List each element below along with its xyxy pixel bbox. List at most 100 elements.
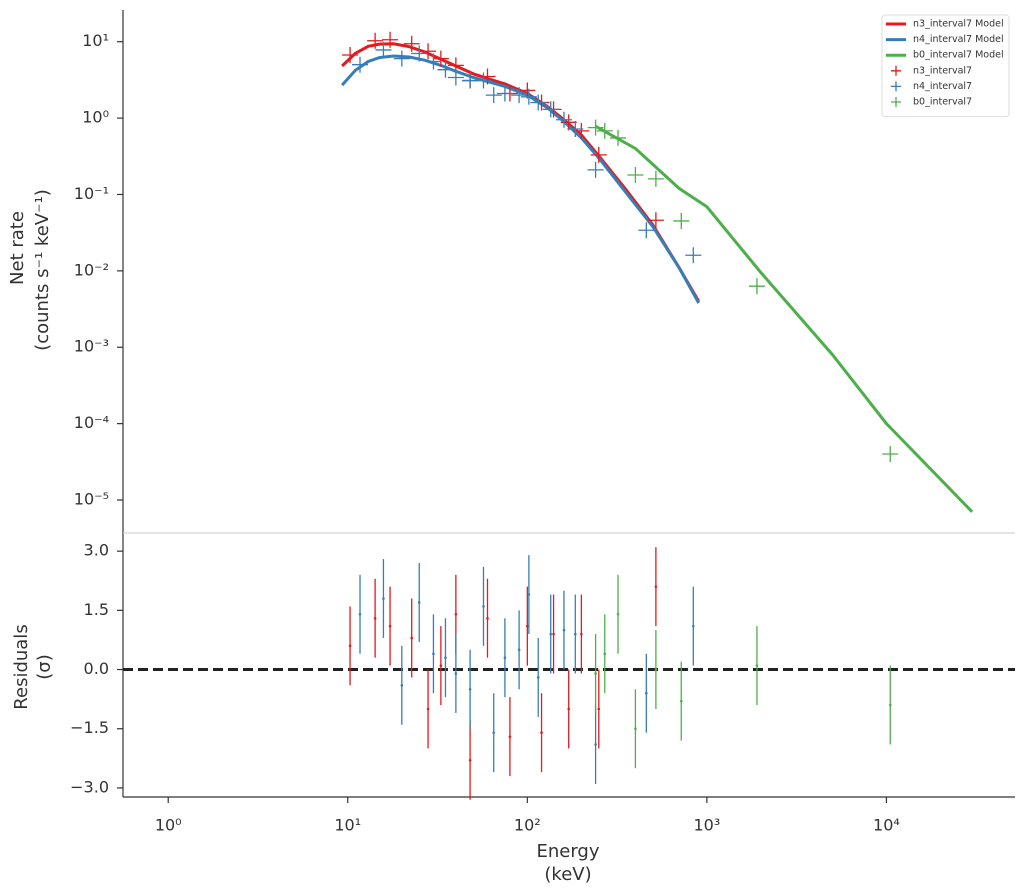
residual-point: [426, 707, 430, 711]
y-axis-label: Net rate: [7, 211, 28, 285]
data-point: [375, 41, 392, 58]
data-point: [425, 53, 442, 70]
residual-point: [508, 735, 512, 738]
data-point: [432, 50, 449, 67]
data-point: [748, 278, 765, 295]
data-point: [627, 166, 644, 183]
y-tick-label: 3.0: [84, 541, 109, 560]
model-line: [340, 54, 701, 304]
residual-point: [567, 707, 571, 711]
data-point: [590, 146, 607, 163]
model-line: [341, 42, 700, 303]
data-point: [475, 72, 492, 89]
residual-point: [454, 612, 458, 616]
residual-point: [888, 703, 892, 707]
legend-swatch: [891, 65, 901, 76]
residual-point: [388, 624, 392, 628]
residual-point: [444, 656, 447, 659]
data-point: [542, 101, 559, 118]
x-tick-label: 10³: [693, 816, 720, 835]
y-tick-label: 10⁻⁴: [74, 413, 109, 432]
data-point: [647, 212, 664, 229]
residual-point: [654, 668, 658, 671]
residual-point: [562, 628, 566, 632]
legend-label: n3_interval7 Model: [913, 19, 1004, 30]
y-tick-label: 1.5: [84, 600, 109, 619]
data-point: [511, 87, 528, 104]
x-axis-label: (keV): [544, 864, 591, 885]
data-point: [403, 35, 420, 52]
residual-point: [486, 616, 489, 620]
data-point: [382, 31, 399, 48]
residual-point: [654, 585, 658, 588]
residual-point: [417, 601, 421, 604]
residual-point: [348, 644, 352, 648]
model-line: [594, 124, 974, 513]
data-point: [520, 88, 537, 105]
residual-point: [594, 672, 597, 675]
residual-point: [540, 731, 543, 734]
x-tick-label: 10²: [514, 816, 541, 835]
legend-swatch: [891, 81, 901, 92]
residual-point: [526, 624, 529, 628]
residual-point: [634, 727, 637, 731]
data-point: [447, 69, 464, 86]
residual-point: [616, 612, 620, 616]
y-axis-label: (σ): [34, 654, 55, 679]
data-point: [411, 45, 428, 62]
legend-label: b0_interval7 Model: [913, 50, 1004, 61]
y-tick-label: 10⁻³: [74, 337, 109, 356]
x-tick-label: 10¹: [334, 816, 361, 835]
y-axis-label: Residuals: [11, 624, 32, 709]
data-point: [610, 129, 627, 146]
data-point: [420, 43, 437, 60]
data-point: [567, 120, 584, 137]
residual-point: [432, 652, 435, 656]
data-point: [882, 446, 899, 463]
data-point: [519, 82, 536, 99]
residual-point: [645, 691, 648, 695]
x-tick-label: 10⁴: [873, 816, 900, 835]
residual-point: [552, 632, 555, 636]
data-point: [555, 111, 572, 128]
data-point: [496, 85, 513, 102]
residual-point: [597, 707, 601, 711]
x-axis-label: Energy: [536, 841, 599, 862]
residual-point: [492, 731, 496, 734]
legend-label: b0_interval7: [913, 97, 972, 108]
residual-point: [358, 612, 362, 616]
y-tick-label: 10⁻⁵: [74, 490, 109, 509]
residual-point: [517, 648, 521, 652]
data-point: [685, 247, 702, 264]
residual-point: [468, 759, 472, 762]
data-point: [638, 222, 655, 239]
data-point: [673, 212, 690, 229]
residual-point: [755, 664, 759, 667]
data-point: [647, 170, 664, 187]
residual-point: [603, 652, 607, 656]
y-tick-label: −3.0: [70, 777, 109, 796]
residual-point: [503, 656, 507, 659]
x-tick-label: 10⁰: [155, 816, 182, 835]
y-tick-label: 10⁻²: [74, 260, 109, 279]
data-point: [530, 94, 547, 111]
residual-point: [691, 624, 695, 628]
data-point: [367, 32, 384, 49]
residual-point: [439, 664, 443, 667]
legend-label: n4_interval7 Model: [913, 34, 1004, 45]
data-point: [437, 61, 454, 78]
residual-point: [679, 699, 683, 703]
residual-point: [382, 597, 385, 600]
data-point: [587, 161, 604, 178]
legend-swatch: [891, 97, 901, 107]
y-tick-label: −1.5: [70, 718, 109, 737]
y-tick-label: 10⁰: [82, 108, 109, 127]
legend-box: [881, 14, 1010, 118]
y-tick-label: 10⁻¹: [74, 184, 109, 203]
residual-point: [594, 743, 597, 746]
data-point: [462, 72, 479, 89]
data-point: [393, 50, 410, 67]
legend-label: n3_interval7: [913, 65, 972, 76]
y-axis-label: (counts s⁻¹ keV⁻¹): [32, 189, 53, 351]
